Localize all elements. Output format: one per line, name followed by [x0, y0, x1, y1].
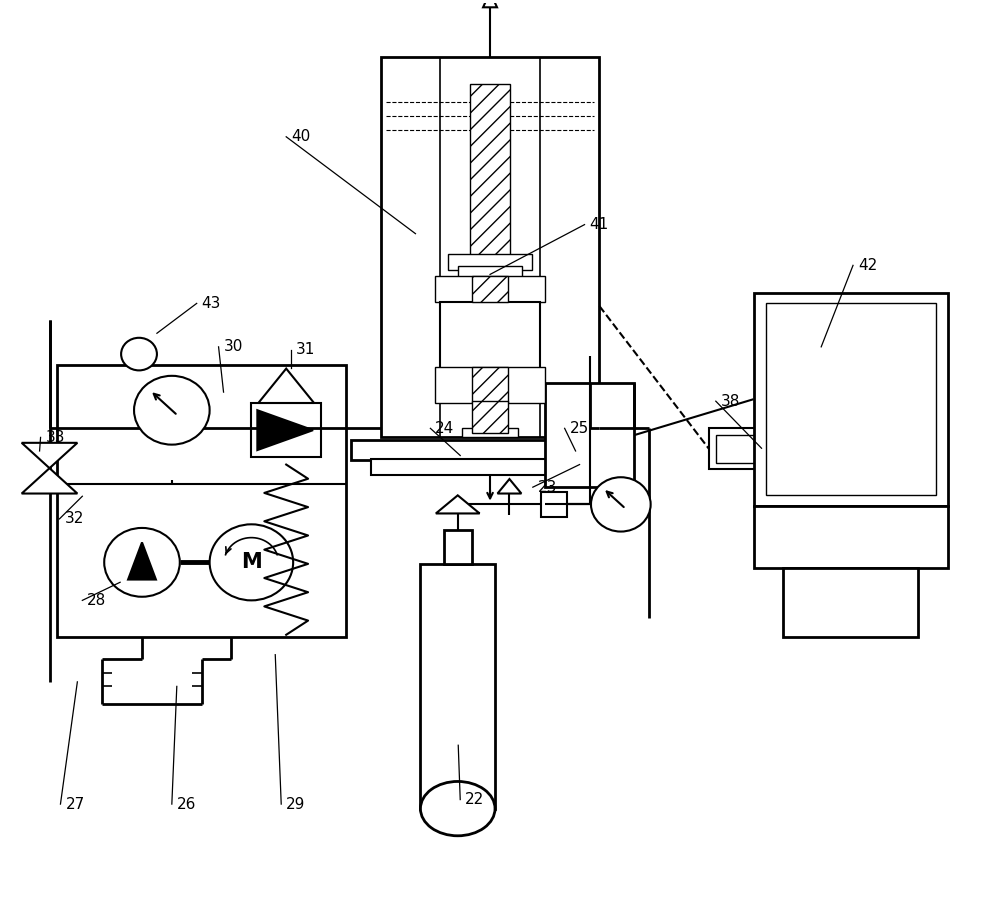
Text: 42: 42: [858, 258, 877, 273]
Bar: [440, 302, 540, 370]
Bar: [371, 459, 609, 476]
Bar: [444, 529, 472, 564]
Bar: [381, 57, 599, 437]
Text: 31: 31: [296, 342, 316, 357]
Circle shape: [121, 338, 157, 371]
Bar: [351, 440, 629, 460]
Bar: [458, 266, 522, 279]
Bar: [57, 365, 346, 637]
Bar: [470, 85, 510, 256]
Bar: [472, 276, 508, 302]
Ellipse shape: [420, 782, 495, 835]
Text: M: M: [241, 552, 262, 572]
Text: 43: 43: [202, 296, 221, 311]
Bar: [541, 492, 567, 517]
Bar: [716, 435, 757, 463]
Bar: [545, 383, 634, 487]
Bar: [448, 254, 532, 270]
Bar: [472, 401, 508, 433]
Text: 25: 25: [570, 421, 589, 435]
Circle shape: [210, 525, 293, 600]
Bar: [766, 303, 936, 495]
Bar: [709, 428, 764, 469]
Polygon shape: [257, 410, 313, 450]
Text: 33: 33: [46, 430, 65, 445]
Polygon shape: [436, 496, 480, 514]
Text: 41: 41: [590, 217, 609, 232]
Bar: [435, 367, 545, 403]
Polygon shape: [258, 369, 314, 403]
Text: 28: 28: [87, 593, 107, 608]
Polygon shape: [498, 479, 521, 494]
Polygon shape: [22, 468, 77, 494]
Circle shape: [591, 477, 651, 531]
Text: 22: 22: [465, 792, 484, 807]
Text: 29: 29: [286, 796, 306, 812]
Text: 27: 27: [65, 796, 85, 812]
Polygon shape: [483, 0, 497, 7]
Circle shape: [104, 528, 180, 597]
Bar: [435, 276, 545, 302]
Bar: [472, 367, 508, 403]
Text: 24: 24: [435, 421, 455, 435]
Text: 38: 38: [721, 394, 740, 409]
Text: 30: 30: [224, 339, 243, 354]
Bar: [783, 568, 918, 637]
Bar: [754, 506, 948, 568]
Polygon shape: [22, 443, 77, 468]
Polygon shape: [128, 542, 156, 579]
Bar: [754, 292, 948, 506]
Text: 40: 40: [291, 129, 310, 144]
Text: 26: 26: [177, 796, 196, 812]
Bar: [420, 564, 495, 809]
Bar: [462, 428, 518, 437]
Text: 32: 32: [64, 511, 84, 527]
Bar: [251, 403, 321, 457]
Circle shape: [134, 376, 210, 445]
Text: 23: 23: [538, 480, 557, 495]
